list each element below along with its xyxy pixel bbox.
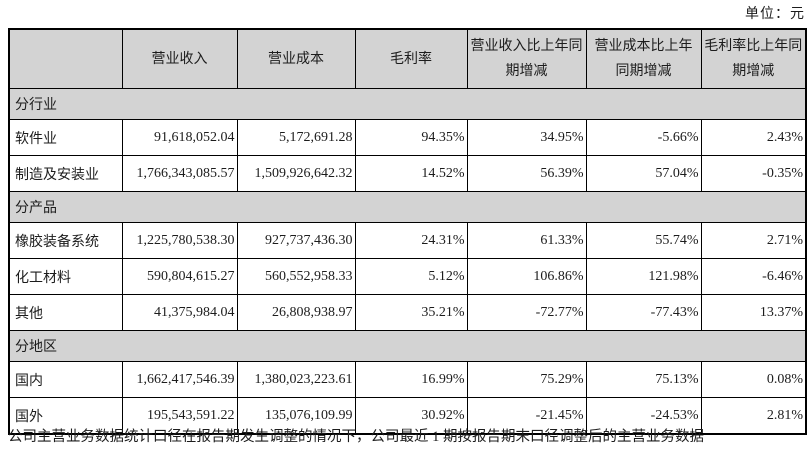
value-cell: 5,172,691.28 xyxy=(236,119,356,156)
value-cell: 41,375,984.04 xyxy=(121,294,238,331)
value-cell: 121.98% xyxy=(585,258,702,295)
value-cell: 1,509,926,642.32 xyxy=(236,155,356,192)
value-cell: 35.21% xyxy=(354,294,468,331)
value-cell: 106.86% xyxy=(466,258,587,295)
value-cell: 1,225,780,538.30 xyxy=(121,222,238,259)
table-row: 制造及安装业 1,766,343,085.57 1,509,926,642.32 14… xyxy=(8,155,807,192)
header-row: 营业收入 营业成本 毛利率 营业收入比上年同期增减 营业成本比上年同期增减 毛利率比上年同… xyxy=(8,28,807,89)
row-label: 制造及安装业 xyxy=(8,155,123,192)
value-cell: 61.33% xyxy=(466,222,587,259)
value-cell: 1,380,023,223.61 xyxy=(236,361,356,398)
section-label: 分行业 xyxy=(8,88,807,120)
table-row: 国外 195,543,591.22 135,076,109.99 30.92% -21.… xyxy=(8,397,807,435)
row-label: 化工材料 xyxy=(8,258,123,295)
row-label: 其他 xyxy=(8,294,123,331)
row-label: 国内 xyxy=(8,361,123,398)
section-row: 分产品 xyxy=(8,191,807,223)
section-label: 分地区 xyxy=(8,330,807,362)
row-label: 软件业 xyxy=(8,119,123,156)
value-cell: 927,737,436.30 xyxy=(236,222,356,259)
value-cell: 55.74% xyxy=(585,222,702,259)
value-cell: 560,552,958.33 xyxy=(236,258,356,295)
value-cell: 75.29% xyxy=(466,361,587,398)
column-header: 营业成本 xyxy=(236,28,356,89)
value-cell: 16.99% xyxy=(354,361,468,398)
table-body: 分行业 软件业 91,618,052.04 5,172,691.28 94.35% 34.… xyxy=(8,88,807,435)
value-cell: 30.92% xyxy=(354,397,468,435)
section-row: 分地区 xyxy=(8,330,807,362)
value-cell: 56.39% xyxy=(466,155,587,192)
value-cell: 13.37% xyxy=(700,294,807,331)
column-header: 毛利率 xyxy=(354,28,468,89)
value-cell: 14.52% xyxy=(354,155,468,192)
value-cell: 195,543,591.22 xyxy=(121,397,238,435)
value-cell: 24.31% xyxy=(354,222,468,259)
table-row: 软件业 91,618,052.04 5,172,691.28 94.35% 34.95%… xyxy=(8,119,807,156)
table-row: 国内 1,662,417,546.39 1,380,023,223.61 16.99%… xyxy=(8,361,807,398)
row-label: 国外 xyxy=(8,397,123,435)
section-row: 分行业 xyxy=(8,88,807,120)
column-header: 营业收入 xyxy=(121,28,238,89)
table-row: 橡胶装备系统 1,225,780,538.30 927,737,436.30 24.3… xyxy=(8,222,807,259)
value-cell: 2.43% xyxy=(700,119,807,156)
row-label-column-header xyxy=(8,28,123,89)
value-cell: 75.13% xyxy=(585,361,702,398)
value-cell: 94.35% xyxy=(354,119,468,156)
value-cell: -0.35% xyxy=(700,155,807,192)
table-row: 其他 41,375,984.04 26,808,938.97 35.21% -72.77… xyxy=(8,294,807,331)
main-business-table: 营业收入 营业成本 毛利率 营业收入比上年同期增减 营业成本比上年同期增减 毛利率比上年同… xyxy=(8,28,807,435)
column-header: 营业成本比上年同期增减 xyxy=(585,28,702,89)
value-cell: 34.95% xyxy=(466,119,587,156)
column-header: 毛利率比上年同期增减 xyxy=(700,28,807,89)
unit-label: 单位：元 xyxy=(745,7,805,22)
value-cell: 57.04% xyxy=(585,155,702,192)
value-cell: 5.12% xyxy=(354,258,468,295)
value-cell: -6.46% xyxy=(700,258,807,295)
table-row: 化工材料 590,804,615.27 560,552,958.33 5.12% 106… xyxy=(8,258,807,295)
value-cell: 91,618,052.04 xyxy=(121,119,238,156)
section-label: 分产品 xyxy=(8,191,807,223)
value-cell: 1,662,417,546.39 xyxy=(121,361,238,398)
value-cell: -5.66% xyxy=(585,119,702,156)
row-label: 橡胶装备系统 xyxy=(8,222,123,259)
value-cell: 590,804,615.27 xyxy=(121,258,238,295)
value-cell: 0.08% xyxy=(700,361,807,398)
value-cell: -77.43% xyxy=(585,294,702,331)
value-cell: -72.77% xyxy=(466,294,587,331)
value-cell: 2.71% xyxy=(700,222,807,259)
value-cell: 1,766,343,085.57 xyxy=(121,155,238,192)
value-cell: 2.81% xyxy=(700,397,807,435)
value-cell: 26,808,938.97 xyxy=(236,294,356,331)
footer-note: 公司主营业务数据统计口径在报告期发生调整的情况下，公司最近 1 期按报告期末口径… xyxy=(8,429,704,445)
column-header: 营业收入比上年同期增减 xyxy=(466,28,587,89)
